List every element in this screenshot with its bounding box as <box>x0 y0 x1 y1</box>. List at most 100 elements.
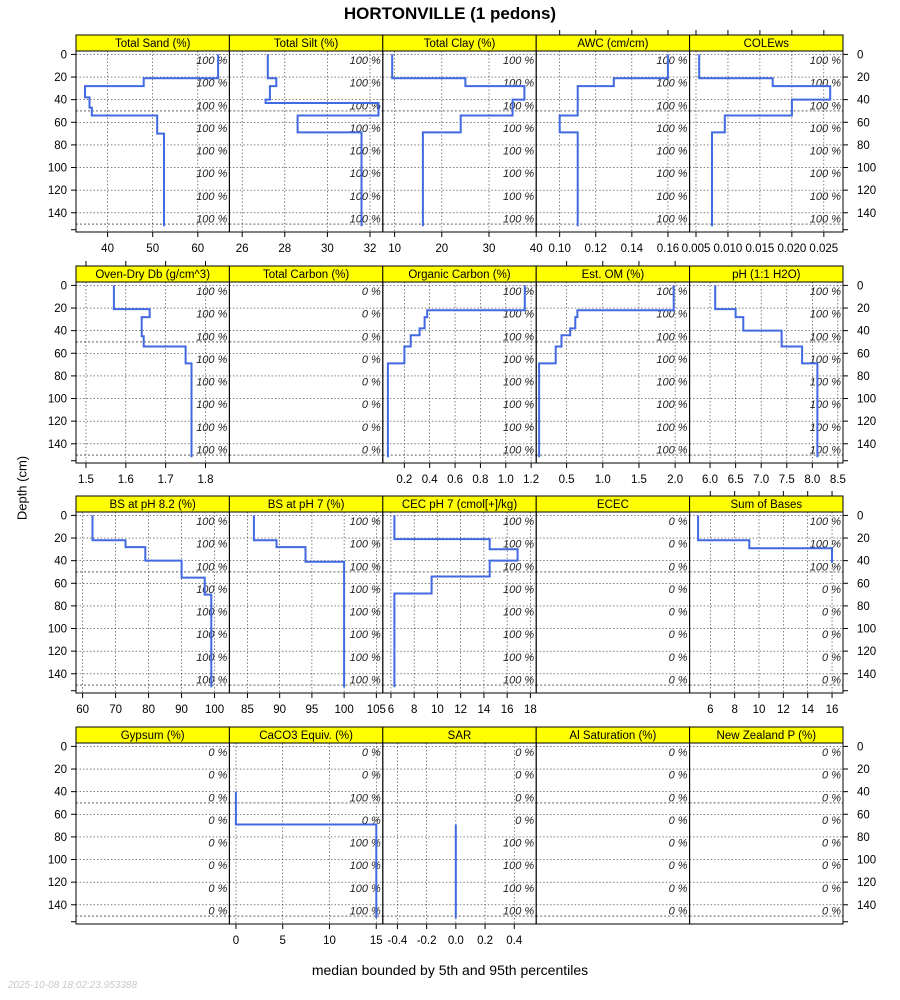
percent-label: 100 % <box>350 792 381 804</box>
percent-label: 0 % <box>362 399 381 411</box>
x-tick-label: 50 <box>146 243 159 255</box>
y-tick-label: 0 <box>61 280 67 292</box>
x-tick-label: 6.0 <box>702 474 718 486</box>
percent-label: 0 % <box>362 770 381 782</box>
panel-13: CEC pH 7 (cmol[+]/kg) 100 % 100 % 100 % 100 … <box>382 495 537 716</box>
x-tick-label: 0.015 <box>746 243 775 255</box>
x-tick-label: 0.010 <box>714 243 743 255</box>
percent-label: 0 % <box>822 607 841 619</box>
percent-label: 0 % <box>669 905 688 917</box>
percent-label: 0 % <box>208 905 227 917</box>
y-tick-label: 0 <box>857 280 863 292</box>
percent-label: 100 % <box>350 838 381 850</box>
depth-profile-line <box>112 285 193 458</box>
y-tick-label: 20 <box>54 303 67 315</box>
y-tick-label: 120 <box>48 185 67 197</box>
percent-label: 0 % <box>669 838 688 850</box>
percent-label: 100 % <box>656 55 687 67</box>
panel-19: Al Saturation (%) 0 % 0 % 0 % 0 % 0 % 0 % 0 % 0 … <box>535 726 691 925</box>
x-tick-label: 40 <box>530 243 543 255</box>
percent-label: 100 % <box>196 286 227 298</box>
x-tick-label: 100 <box>205 704 224 716</box>
percent-label: 0 % <box>362 422 381 434</box>
panel-border <box>689 281 844 464</box>
panel-strip-title: BS at pH 7 (%) <box>268 499 345 511</box>
x-tick-label: 0.025 <box>809 243 838 255</box>
percent-label: 100 % <box>196 100 227 112</box>
panel-strip-title: BS at pH 8.2 (%) <box>110 499 196 511</box>
percent-label: 100 % <box>503 584 534 596</box>
depth-profile-line <box>234 791 378 919</box>
percent-label: 100 % <box>656 422 687 434</box>
panel-7: Total Carbon (%) 0 % 0 % 0 % 0 % 0 % 0 % 0 % 0 % <box>228 265 384 464</box>
percent-label: 100 % <box>810 377 841 389</box>
percent-label: 100 % <box>810 286 841 298</box>
percent-label: 100 % <box>503 377 534 389</box>
percent-label: 100 % <box>350 516 381 528</box>
panel-strip-title: Sum of Bases <box>731 499 803 511</box>
percent-label: 0 % <box>822 815 841 827</box>
percent-label: 0 % <box>362 444 381 456</box>
y-tick-label: 140 <box>48 669 67 681</box>
y-tick-label: 0 <box>61 49 67 61</box>
percent-label: 100 % <box>656 168 687 180</box>
x-tick-label: 1.5 <box>631 474 647 486</box>
x-tick-label: 95 <box>306 704 319 716</box>
percent-label: 0 % <box>822 838 841 850</box>
percent-label: 0 % <box>208 860 227 872</box>
x-tick-label: 6 <box>707 704 713 716</box>
percent-label: 0 % <box>515 792 534 804</box>
x-tick-label: 0.0 <box>448 935 464 947</box>
y-tick-label: 40 <box>857 95 870 107</box>
percent-label: 100 % <box>350 629 381 641</box>
y-tick-label: 120 <box>857 877 876 889</box>
percent-label: 100 % <box>350 883 381 895</box>
x-tick-label: 60 <box>76 704 89 716</box>
percent-label: 100 % <box>196 213 227 225</box>
percent-label: 100 % <box>810 422 841 434</box>
y-tick-label: 0 <box>61 741 67 753</box>
panel-border <box>75 742 230 925</box>
x-tick-label: 10 <box>388 243 401 255</box>
x-tick-label: 0.16 <box>657 243 679 255</box>
panel-20: New Zealand P (%) 0 % 0 % 0 % 0 % 0 % 0 % 0 % 0 … <box>689 726 876 925</box>
panel-strip-title: AWC (cm/cm) <box>577 38 648 50</box>
percent-label: 0 % <box>362 331 381 343</box>
panel-11: BS at pH 8.2 (%)100 %100 %100 %100 %100 … <box>48 495 230 716</box>
y-tick-label: 60 <box>54 578 67 590</box>
percent-label: 100 % <box>196 377 227 389</box>
percent-label: 100 % <box>196 168 227 180</box>
percent-label: 100 % <box>503 191 534 203</box>
percent-label: 100 % <box>656 286 687 298</box>
depth-profile-line <box>714 285 819 458</box>
panel-strip-title: CaCO3 Equiv. (%) <box>259 730 353 742</box>
y-tick-label: 20 <box>54 764 67 776</box>
x-tick-label: 16 <box>501 704 514 716</box>
y-tick-label: 100 <box>48 855 67 867</box>
percent-label: 100 % <box>503 905 534 917</box>
panel-border <box>228 742 384 925</box>
y-tick-label: 60 <box>857 578 870 590</box>
percent-label: 0 % <box>822 652 841 664</box>
percent-label: 100 % <box>810 100 841 112</box>
x-tick-label: -0.2 <box>417 935 437 947</box>
x-tick-label: 15 <box>370 935 383 947</box>
percent-label: 0 % <box>822 584 841 596</box>
percent-label: 100 % <box>503 399 534 411</box>
percent-label: 100 % <box>503 674 534 686</box>
panel-5: COLEws 100 % 100 % 100 % 100 % 100 % 100 % 100 … <box>682 30 876 255</box>
y-tick-label: 140 <box>48 439 67 451</box>
percent-label: 100 % <box>350 55 381 67</box>
x-tick-label: 0 <box>233 935 239 947</box>
x-tick-label: 80 <box>142 704 155 716</box>
panel-border <box>535 742 691 925</box>
x-tick-label: 105 <box>367 704 386 716</box>
percent-label: 100 % <box>656 354 687 366</box>
y-tick-label: 140 <box>48 900 67 912</box>
percent-label: 0 % <box>669 792 688 804</box>
percent-label: 100 % <box>503 561 534 573</box>
y-tick-label: 120 <box>857 416 876 428</box>
percent-label: 100 % <box>503 309 534 321</box>
y-tick-label: 140 <box>857 439 876 451</box>
percent-label: 100 % <box>196 55 227 67</box>
